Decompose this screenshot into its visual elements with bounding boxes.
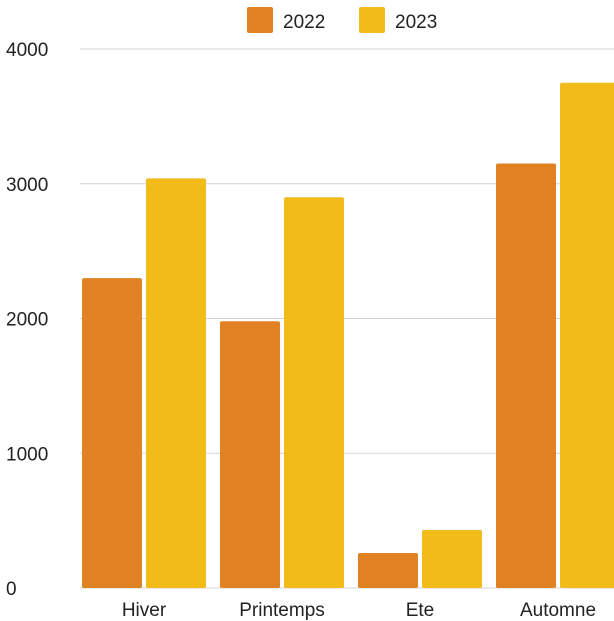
bar-2023-automne xyxy=(560,82,614,588)
bar-2022-hiver xyxy=(82,278,142,588)
bar-2022-automne xyxy=(496,163,556,588)
x-category-label: Ete xyxy=(406,600,435,621)
y-tick-label: 0 xyxy=(6,579,17,600)
legend-label-2023: 2023 xyxy=(395,12,437,33)
legend: 2022 2023 xyxy=(247,7,437,33)
bar-2023-printemps xyxy=(284,197,344,588)
bar-2023-hiver xyxy=(146,178,206,589)
y-tick-label: 4000 xyxy=(6,40,48,61)
y-tick-label: 1000 xyxy=(6,444,48,465)
bar-2023-ete xyxy=(422,530,482,588)
bar-2022-ete xyxy=(358,552,418,588)
legend-swatch-2023 xyxy=(359,7,385,33)
legend-label-2022: 2022 xyxy=(283,12,325,33)
y-tick-label: 3000 xyxy=(6,175,48,196)
x-axis-category-labels: Hiver Printemps Ete Automne xyxy=(122,600,596,621)
bar-2022-printemps xyxy=(220,321,280,588)
x-category-label: Printemps xyxy=(239,600,325,621)
y-tick-label: 2000 xyxy=(6,310,48,331)
x-category-label: Automne xyxy=(520,600,596,621)
legend-swatch-2022 xyxy=(247,7,273,33)
y-axis-tick-labels: 0 1000 2000 3000 4000 xyxy=(6,40,48,600)
bars xyxy=(82,82,614,589)
x-category-label: Hiver xyxy=(122,600,167,621)
